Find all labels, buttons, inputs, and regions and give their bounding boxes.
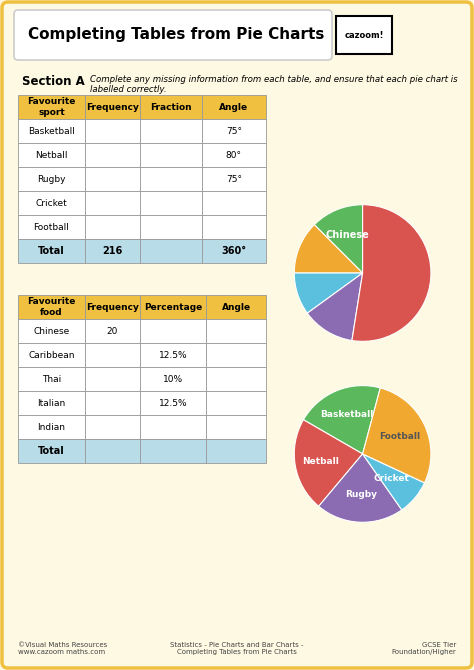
- Bar: [85, 215, 139, 239]
- Bar: [85, 367, 139, 391]
- Text: 20: 20: [107, 326, 118, 336]
- Text: Indian: Indian: [37, 423, 65, 431]
- Text: Completing Tables from Pie Charts: Completing Tables from Pie Charts: [28, 27, 324, 42]
- Bar: [18, 215, 85, 239]
- Text: Netball: Netball: [302, 457, 339, 466]
- Bar: [18, 391, 85, 415]
- FancyBboxPatch shape: [14, 10, 332, 60]
- Bar: [207, 295, 266, 319]
- Text: Rugby: Rugby: [345, 490, 377, 499]
- Wedge shape: [314, 204, 363, 273]
- Text: 216: 216: [102, 246, 122, 256]
- Text: Angle: Angle: [219, 103, 248, 111]
- Bar: [85, 95, 139, 119]
- Wedge shape: [303, 386, 380, 454]
- Text: Total: Total: [38, 246, 65, 256]
- Text: Italian: Italian: [37, 399, 65, 407]
- Wedge shape: [352, 205, 431, 341]
- Bar: [18, 167, 85, 191]
- Bar: [139, 319, 207, 343]
- Text: Frequency: Frequency: [86, 302, 139, 312]
- Bar: [139, 215, 201, 239]
- Bar: [139, 367, 207, 391]
- Wedge shape: [363, 454, 425, 510]
- Text: Cricket: Cricket: [36, 198, 67, 208]
- Bar: [18, 295, 85, 319]
- Bar: [139, 343, 207, 367]
- Bar: [85, 439, 139, 463]
- Bar: [18, 319, 85, 343]
- Bar: [207, 391, 266, 415]
- Bar: [18, 143, 85, 167]
- Bar: [18, 95, 85, 119]
- Bar: [139, 143, 201, 167]
- Wedge shape: [307, 273, 363, 340]
- Bar: [85, 343, 139, 367]
- Text: Cricket: Cricket: [374, 474, 410, 482]
- Bar: [207, 367, 266, 391]
- Bar: [18, 343, 85, 367]
- Text: Favourite
sport: Favourite sport: [27, 97, 76, 117]
- Text: 75°: 75°: [226, 174, 242, 184]
- Bar: [18, 191, 85, 215]
- Bar: [18, 439, 85, 463]
- Bar: [85, 119, 139, 143]
- Text: Basketball: Basketball: [319, 410, 373, 419]
- Text: Section A: Section A: [22, 75, 85, 88]
- Bar: [201, 167, 266, 191]
- Bar: [139, 191, 201, 215]
- Bar: [139, 167, 201, 191]
- Text: Fraction: Fraction: [150, 103, 191, 111]
- Bar: [201, 119, 266, 143]
- Bar: [18, 367, 85, 391]
- Text: 10%: 10%: [163, 375, 183, 383]
- Bar: [85, 295, 139, 319]
- Text: 360°: 360°: [221, 246, 246, 256]
- Bar: [139, 391, 207, 415]
- Bar: [207, 319, 266, 343]
- Text: Football: Football: [34, 222, 69, 232]
- Bar: [201, 191, 266, 215]
- Wedge shape: [294, 419, 363, 507]
- Text: cazoom!: cazoom!: [344, 31, 384, 40]
- Bar: [139, 239, 201, 263]
- Text: 80°: 80°: [226, 151, 242, 159]
- Bar: [85, 239, 139, 263]
- Bar: [139, 295, 207, 319]
- Text: 12.5%: 12.5%: [159, 350, 187, 360]
- Bar: [207, 343, 266, 367]
- Bar: [18, 239, 85, 263]
- Text: Thai: Thai: [42, 375, 61, 383]
- Bar: [207, 415, 266, 439]
- Text: Rugby: Rugby: [37, 174, 66, 184]
- Text: Complete any missing information from each table, and ensure that each pie chart: Complete any missing information from ea…: [90, 75, 457, 94]
- Wedge shape: [319, 454, 402, 522]
- Bar: [201, 239, 266, 263]
- Text: Total: Total: [38, 446, 65, 456]
- Text: Football: Football: [379, 432, 420, 441]
- Bar: [207, 439, 266, 463]
- Text: Caribbean: Caribbean: [28, 350, 75, 360]
- Text: Statistics - Pie Charts and Bar Charts -
Completing Tables from Pie Charts: Statistics - Pie Charts and Bar Charts -…: [170, 642, 304, 655]
- Text: Chinese: Chinese: [325, 230, 369, 240]
- Text: ©Visual Maths Resources
www.cazoom maths.com: ©Visual Maths Resources www.cazoom maths…: [18, 642, 107, 655]
- Bar: [139, 119, 201, 143]
- Text: Chinese: Chinese: [33, 326, 70, 336]
- Bar: [201, 143, 266, 167]
- Text: 12.5%: 12.5%: [159, 399, 187, 407]
- Text: Favourite
food: Favourite food: [27, 297, 76, 317]
- Bar: [85, 191, 139, 215]
- Bar: [85, 143, 139, 167]
- Bar: [85, 415, 139, 439]
- Bar: [18, 415, 85, 439]
- Wedge shape: [294, 273, 363, 313]
- Text: GCSE Tier
Foundation/Higher: GCSE Tier Foundation/Higher: [391, 642, 456, 655]
- FancyBboxPatch shape: [336, 16, 392, 54]
- Bar: [85, 319, 139, 343]
- Wedge shape: [294, 224, 363, 273]
- Wedge shape: [363, 388, 431, 483]
- Bar: [85, 167, 139, 191]
- Bar: [18, 119, 85, 143]
- Bar: [201, 215, 266, 239]
